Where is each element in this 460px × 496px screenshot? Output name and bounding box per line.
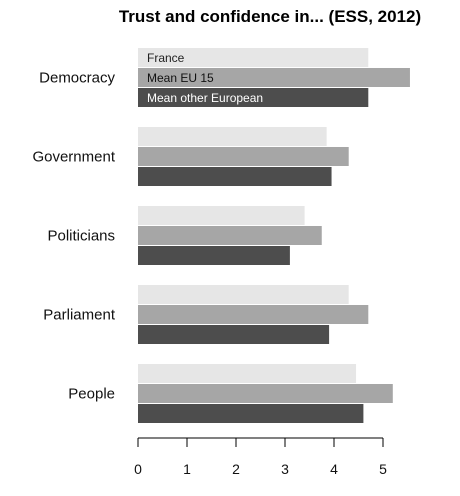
bar-democracy-mean-eu-15 — [138, 68, 410, 87]
bar-parliament-mean-eu-15 — [138, 305, 369, 324]
category-label-people: People — [68, 386, 115, 403]
legend-label-france: France — [147, 51, 185, 65]
legend-label-mean-eu-15: Mean EU 15 — [147, 71, 214, 85]
x-tick-label-0: 0 — [134, 461, 142, 477]
x-tick-label-4: 4 — [330, 461, 338, 477]
bar-people-mean-eu-15 — [138, 384, 393, 403]
x-tick-label-5: 5 — [379, 461, 387, 477]
category-label-politicians: Politicians — [47, 228, 115, 245]
bar-democracy-mean-other-european — [138, 88, 369, 107]
bar-government-mean-eu-15 — [138, 147, 349, 166]
bars-group — [138, 48, 410, 423]
category-label-parliament: Parliament — [43, 307, 116, 324]
category-labels: Democracy Government Politicians Parliament… — [32, 70, 115, 403]
bar-politicians-france — [138, 206, 305, 225]
x-tick-label-2: 2 — [232, 461, 240, 477]
category-label-democracy: Democracy — [39, 70, 115, 87]
legend-label-mean-other-european: Mean other European — [147, 91, 263, 105]
bar-politicians-mean-eu-15 — [138, 226, 322, 245]
bar-democracy-france — [138, 48, 369, 67]
bar-government-france — [138, 127, 327, 146]
bar-parliament-france — [138, 285, 349, 304]
chart-title: Trust and confidence in... (ESS, 2012) — [119, 7, 421, 26]
bar-people-mean-other-european — [138, 404, 364, 423]
category-label-government: Government — [32, 149, 115, 166]
bar-government-mean-other-european — [138, 167, 332, 186]
legend: France Mean EU 15 Mean other European — [147, 51, 263, 105]
bar-parliament-mean-other-european — [138, 325, 330, 344]
x-axis: 0 1 2 3 4 5 — [134, 437, 387, 477]
x-tick-label-1: 1 — [183, 461, 191, 477]
x-tick-label-3: 3 — [281, 461, 289, 477]
bar-politicians-mean-other-european — [138, 246, 290, 265]
bar-people-france — [138, 364, 357, 383]
